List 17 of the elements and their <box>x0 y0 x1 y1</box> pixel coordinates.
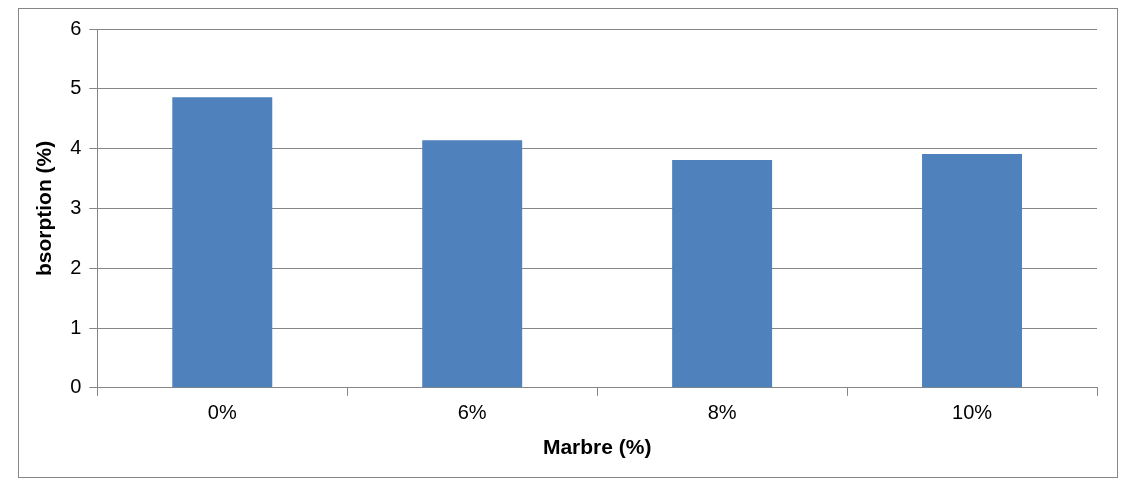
x-tick-label: 6% <box>457 401 487 424</box>
bar <box>922 153 1023 388</box>
y-tick-label: 6 <box>70 16 82 39</box>
x-tick-label: 0% <box>207 401 237 424</box>
y-tick-label: 1 <box>70 315 82 338</box>
y-tick-label: 3 <box>70 195 82 218</box>
y-axis-title: bsorption (%) <box>32 140 56 277</box>
bar <box>172 97 273 388</box>
x-tick-label: 10% <box>952 401 993 424</box>
y-tick-label: 0 <box>70 375 82 398</box>
x-axis-title: Marbre (%) <box>542 435 652 459</box>
y-tick-label: 5 <box>70 76 82 99</box>
bar <box>672 159 773 388</box>
bar <box>422 140 523 388</box>
x-tick-label: 8% <box>707 401 737 424</box>
y-tick-label: 2 <box>70 255 82 278</box>
y-tick-label: 4 <box>70 136 82 159</box>
